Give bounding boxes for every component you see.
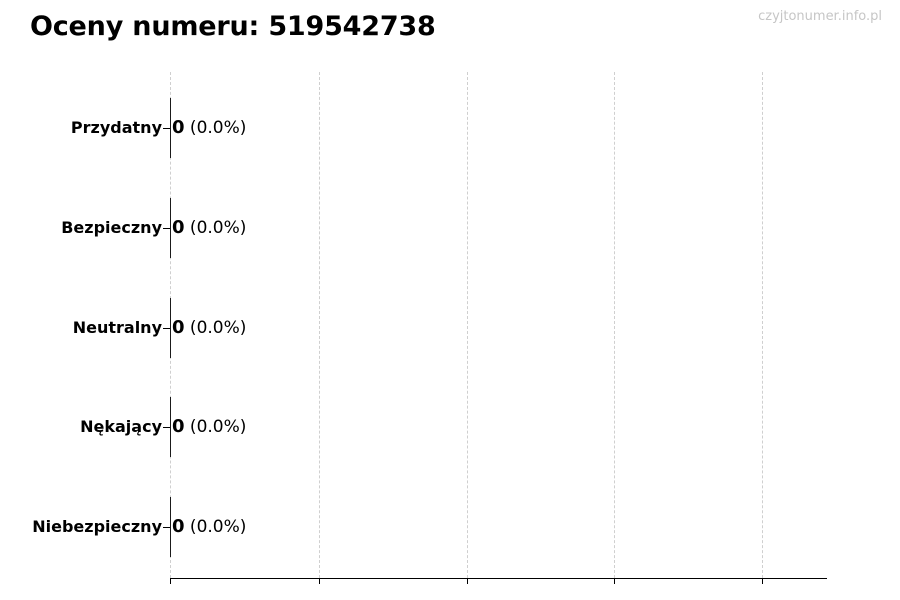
x-axis-line [170, 578, 827, 579]
gridline-x-4 [762, 72, 763, 578]
gridline-x-3 [614, 72, 615, 578]
bar-value-percent: (0.0%) [184, 417, 247, 437]
x-axis-tick-4 [762, 578, 763, 584]
bar-value-number: 0 [172, 117, 185, 138]
bar-value-number: 0 [172, 317, 185, 338]
bar-value-number: 0 [172, 416, 185, 437]
x-axis-tick-0 [170, 578, 171, 584]
x-axis-tick-3 [614, 578, 615, 584]
category-label-przydatny: Przydatny [70, 118, 162, 137]
gridline-x-2 [467, 72, 468, 578]
bar-przydatny [170, 98, 171, 158]
bar-value-percent: (0.0%) [184, 218, 247, 238]
bar-value-label: 0 (0.0%) [172, 216, 246, 240]
x-axis-tick-2 [467, 578, 468, 584]
x-axis-tick-1 [319, 578, 320, 584]
y-axis-tick-1 [163, 227, 170, 229]
category-label-neutralny: Neutralny [72, 318, 162, 337]
site-watermark: czyjtonumer.info.pl [758, 9, 882, 24]
category-label-niebezpieczny: Niebezpieczny [32, 517, 162, 536]
plot-area [170, 72, 826, 578]
y-axis-tick-0 [163, 127, 170, 129]
bar-niebezpieczny [170, 497, 171, 557]
bar-value-label: 0 (0.0%) [172, 116, 246, 140]
bar-bezpieczny [170, 198, 171, 258]
category-label-nękający: Nękający [80, 417, 162, 436]
bar-value-number: 0 [172, 217, 185, 238]
bar-value-percent: (0.0%) [184, 118, 247, 138]
bar-neutralny [170, 298, 171, 358]
bar-value-percent: (0.0%) [184, 517, 247, 537]
bar-nękający [170, 397, 171, 457]
bar-value-label: 0 (0.0%) [172, 515, 246, 539]
category-label-bezpieczny: Bezpieczny [61, 218, 162, 237]
bar-value-number: 0 [172, 516, 185, 537]
bar-value-percent: (0.0%) [184, 318, 247, 338]
bar-value-label: 0 (0.0%) [172, 316, 246, 340]
y-axis-tick-4 [163, 526, 170, 528]
gridline-x-1 [319, 72, 320, 578]
y-axis-tick-2 [163, 327, 170, 329]
y-axis-tick-3 [163, 426, 170, 428]
page-title: Oceny numeru: 519542738 [30, 11, 436, 42]
bar-value-label: 0 (0.0%) [172, 415, 246, 439]
